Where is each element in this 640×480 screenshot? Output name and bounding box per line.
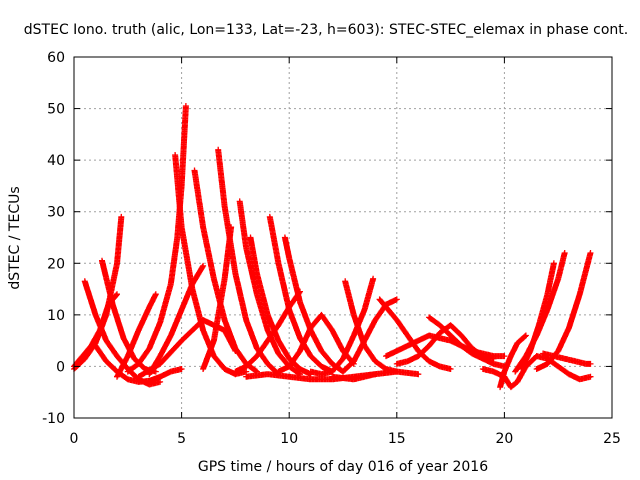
series-markers <box>540 350 594 367</box>
data-series-arc35 <box>540 350 594 367</box>
data-series-arc4 <box>99 257 159 375</box>
series-markers <box>191 167 260 375</box>
x-tick-label: 5 <box>177 431 186 447</box>
data-series-arc30 <box>497 332 529 391</box>
data-series-arc16 <box>266 213 336 375</box>
series-markers <box>200 224 235 372</box>
series-markers <box>281 234 346 375</box>
x-tick-label: 20 <box>495 431 513 447</box>
plot-area: 0 5 10 15 20 25 -10 0 10 20 30 40 50 60 <box>42 50 621 447</box>
series-markers <box>114 291 159 380</box>
x-tick-label: 15 <box>388 431 406 447</box>
data-series-arc32 <box>518 260 557 372</box>
x-tick-label: 10 <box>280 431 298 447</box>
series-markers <box>232 288 303 375</box>
x-tick-label: 0 <box>70 431 79 447</box>
data-series-arc22 <box>307 275 377 378</box>
data-series-arc14 <box>236 198 303 378</box>
data-series-arc23 <box>329 368 422 383</box>
plot-frame <box>73 56 613 419</box>
data-series-arc34 <box>533 353 594 383</box>
series-markers <box>266 213 336 375</box>
data-series-layer <box>71 103 594 391</box>
series-markers <box>146 262 207 378</box>
data-series-arc33 <box>533 250 594 372</box>
series-markers <box>247 234 314 378</box>
y-tick-label: 50 <box>47 102 65 118</box>
axis-ticks <box>73 56 613 419</box>
data-series-arc18 <box>232 288 303 375</box>
series-markers <box>497 332 529 391</box>
y-tick-label: 0 <box>56 359 65 375</box>
series-markers <box>135 317 239 380</box>
data-series-arc28 <box>383 332 508 360</box>
series-markers <box>533 250 594 372</box>
series-markers <box>236 198 303 378</box>
data-series-arc9 <box>191 167 260 375</box>
axis-tick-labels: 0 5 10 15 20 25 -10 0 10 20 30 40 50 60 <box>42 50 621 447</box>
y-tick-label: 60 <box>47 50 65 66</box>
y-axis-title: dSTEC / TECUs <box>7 186 23 289</box>
series-markers <box>533 353 594 383</box>
y-tick-label: 20 <box>47 256 65 272</box>
chart-title: dSTEC Iono. truth (alic, Lon=133, Lat=-2… <box>24 22 628 38</box>
data-series-arc11 <box>146 262 207 378</box>
data-series-arc12 <box>135 317 239 380</box>
x-axis-title: GPS time / hours of day 016 of year 2016 <box>198 459 488 475</box>
series-markers <box>307 275 377 378</box>
data-series-arc15 <box>247 234 314 378</box>
series-markers <box>479 353 540 391</box>
x-tick-label: 25 <box>603 431 621 447</box>
data-series-arc7 <box>114 291 159 380</box>
y-tick-label: 40 <box>47 153 65 169</box>
series-markers <box>383 332 508 360</box>
y-tick-label: -10 <box>42 411 65 427</box>
data-series-arc13 <box>200 224 235 372</box>
data-series-arc25 <box>340 296 400 375</box>
data-series-arc29 <box>479 353 540 391</box>
data-series-arc17 <box>281 234 346 375</box>
series-markers <box>518 260 557 372</box>
series-markers <box>329 368 422 383</box>
y-tick-label: 10 <box>47 308 65 324</box>
series-markers <box>99 257 159 375</box>
y-tick-label: 30 <box>47 205 65 221</box>
series-markers <box>340 296 400 375</box>
